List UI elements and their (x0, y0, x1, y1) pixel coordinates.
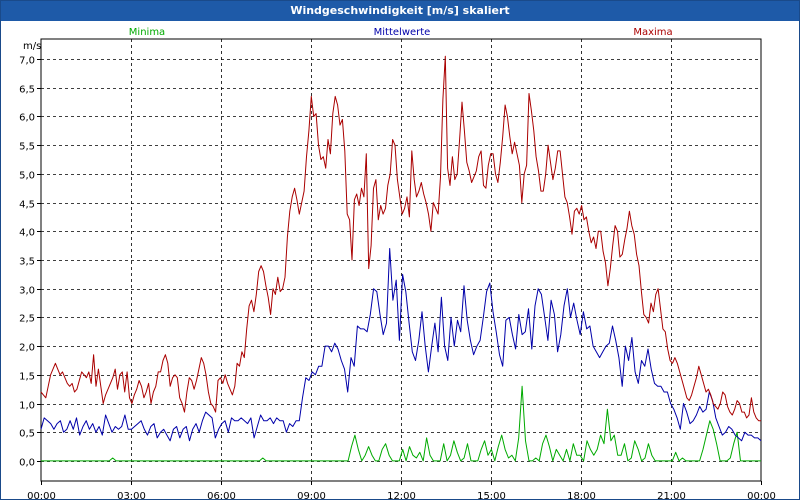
window-title: Windgeschwindigkeit [m/s] skaliert (1, 1, 799, 21)
y-tick-label: 3,5 (19, 257, 35, 268)
y-tick-label: 2,0 (19, 343, 35, 354)
y-tick-label: 0,0 (19, 458, 35, 469)
y-tick-label: 3,0 (19, 286, 35, 297)
x-tick-time: 03:00 (117, 491, 146, 499)
y-axis-label: m/s (23, 41, 41, 52)
x-tick-time: 09:00 (297, 491, 326, 499)
grid (41, 39, 761, 481)
y-tick-label: 4,0 (19, 228, 35, 239)
x-tick-time: 12:00 (387, 491, 416, 499)
x-tick-time: 21:00 (657, 491, 686, 499)
wind-speed-chart: 0,0 0,5 1,0 1,5 2,0 2,5 3,0 3,5 4,0 4,5 5,0 5,5 6,0 6… (19, 27, 776, 499)
series-line-maxima (40, 55, 761, 422)
x-tick-time: 00:00 (27, 491, 56, 499)
y-tick-label: 2,5 (19, 314, 35, 325)
series-line-minima (41, 385, 761, 462)
y-tick-label: 5,0 (19, 171, 35, 182)
y-tick-label: 5,5 (19, 142, 35, 153)
x-tick-time: 18:00 (567, 491, 596, 499)
legend-minima: Minima (129, 27, 165, 38)
y-tick-label: 0,5 (19, 429, 35, 440)
series-lines (40, 55, 762, 462)
y-tick-label: 4,5 (19, 200, 35, 211)
y-tick-label: 6,5 (19, 85, 35, 96)
y-tick-label: 6,0 (19, 113, 35, 124)
x-axis: 00:0018.05.2003:0018.05.2006:0018.05.200… (27, 481, 776, 499)
x-tick-time: 06:00 (207, 491, 236, 499)
y-tick-label: 1,5 (19, 372, 35, 383)
plot-area (40, 38, 762, 482)
legend-maxima: Maxima (633, 27, 672, 38)
y-tick-label: 7,0 (19, 56, 35, 67)
legend-mittelwerte: Mittelwerte (374, 27, 431, 38)
series-line-mittelwerte (40, 248, 762, 442)
x-tick-time: 00:00 (747, 491, 776, 499)
y-axis: 0,0 0,5 1,0 1,5 2,0 2,5 3,0 3,5 4,0 4,5 5,0 5,5 6,0 6… (19, 56, 41, 469)
x-tick-time: 15:00 (477, 491, 506, 499)
y-tick-label: 1,0 (19, 401, 35, 412)
